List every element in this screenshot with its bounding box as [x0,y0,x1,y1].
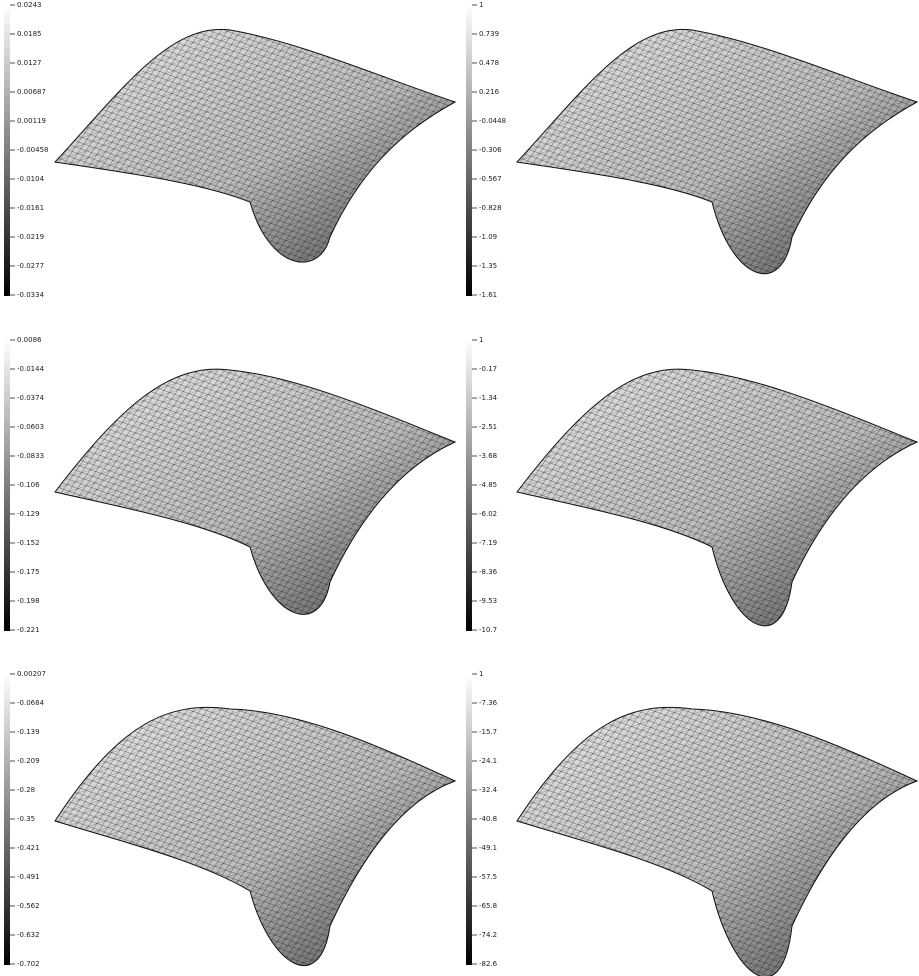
colorbar-label: -0.152 [17,539,40,547]
surface-mesh [517,707,917,976]
colorbar-label: -0.0448 [479,117,506,125]
colorbar-label: -0.00458 [17,146,48,154]
colorbar-label: -24.1 [479,757,497,765]
colorbar-label: 1 [479,336,483,344]
colorbar-label: -0.562 [17,902,40,910]
colorbar-label: 0.00119 [17,117,46,125]
colorbar-label: -0.0219 [17,233,44,241]
colorbar-label: -0.491 [17,873,40,881]
colorbar-label: -3.68 [479,452,497,460]
colorbar-label: -6.02 [479,510,497,518]
surface-mesh [55,29,455,262]
colorbar-label: -8.36 [479,568,498,576]
colorbar-label: -0.106 [17,481,40,489]
colorbar-label: -7.19 [479,539,497,547]
colorbar-label: -0.0684 [17,699,45,707]
colorbar-label: -0.198 [17,597,40,605]
colorbar-label: -0.0833 [17,452,44,460]
colorbar-label: -0.828 [479,204,502,212]
surface-mesh [517,369,917,626]
panel: 0.0086 -0.0144 -0.0374 -0.0603 -0.0833 -0.106… [4,336,455,634]
colorbar-label: -0.567 [479,175,502,183]
colorbar-label: -0.139 [17,728,40,736]
colorbar-label: -32.4 [479,786,498,794]
colorbar [4,673,10,965]
colorbar-label: -57.5 [479,873,497,881]
colorbar-label: 0.478 [479,59,499,67]
colorbar-label: 0.0243 [17,1,42,9]
colorbar-label: 0.739 [479,30,499,38]
colorbar-label: -0.0144 [17,365,45,373]
colorbar-label: -0.0277 [17,262,44,270]
panel: 1 -7.36 -15.7 -24.1 -32.4 -40.8 -49.1 -57.5 -65.… [466,670,917,976]
surface-mesh [55,369,455,614]
colorbar-label: 0.0185 [17,30,42,38]
colorbar-label: 1 [479,670,483,678]
colorbar-label: -0.421 [17,844,40,852]
colorbar-label: -0.129 [17,510,40,518]
colorbar-label: -2.51 [479,423,497,431]
panel: 0.00207 -0.0684 -0.139 -0.209 -0.28 -0.35 -0.4… [4,670,455,968]
colorbar [466,339,472,631]
colorbar-label: -1.34 [479,394,498,402]
panel: 1 0.739 0.478 0.216 -0.0448 -0.306 -0.567 -0.82… [466,1,917,299]
colorbar-label: -1.09 [479,233,497,241]
colorbar [4,4,10,296]
colorbar-label: 0.0086 [17,336,42,344]
surface-mesh [517,29,917,273]
colorbar-label: -49.1 [479,844,497,852]
colorbar-label: -10.7 [479,626,497,634]
colorbar-label: 0.0127 [17,59,42,67]
colorbar-label: -0.175 [17,568,40,576]
colorbar-label: -40.8 [479,815,497,823]
colorbar-label: -0.35 [17,815,35,823]
panel: 1 -0.17 -1.34 -2.51 -3.68 -4.85 -6.02 -7.19 -8.3… [466,336,917,634]
colorbar-label: -1.61 [479,291,497,299]
colorbar-label: -0.0374 [17,394,45,402]
colorbar-label: -0.702 [17,960,40,968]
colorbar-label: -15.7 [479,728,497,736]
colorbar-label: -0.17 [479,365,497,373]
colorbar-label: -0.0104 [17,175,45,183]
colorbar [466,673,472,965]
colorbar-label: -7.36 [479,699,498,707]
colorbar-label: -0.28 [17,786,35,794]
colorbar-label: -0.306 [479,146,502,154]
colorbar-label: -4.85 [479,481,497,489]
colorbar-label: -82.6 [479,960,498,968]
colorbar-label: -0.632 [17,931,40,939]
colorbar-label: -0.0334 [17,291,45,299]
colorbar-label: -0.209 [17,757,40,765]
colorbar-label: -1.35 [479,262,497,270]
colorbar-label: -0.0161 [17,204,44,212]
colorbar-label: -65.8 [479,902,497,910]
colorbar-label: 1 [479,1,483,9]
colorbar-label: 0.00207 [17,670,46,678]
colorbar-label: 0.00687 [17,88,46,96]
colorbar-label: -0.0603 [17,423,44,431]
colorbar-label: 0.216 [479,88,500,96]
colorbar-label: -9.53 [479,597,497,605]
colorbar [4,339,10,631]
colorbar-label: -0.221 [17,626,40,634]
figure: 0.0243 0.0185 0.0127 0.00687 0.00119 -0.00458… [0,0,919,976]
panel: 0.0243 0.0185 0.0127 0.00687 0.00119 -0.00458… [4,1,455,299]
colorbar-label: -74.2 [479,931,497,939]
colorbar [466,4,472,296]
